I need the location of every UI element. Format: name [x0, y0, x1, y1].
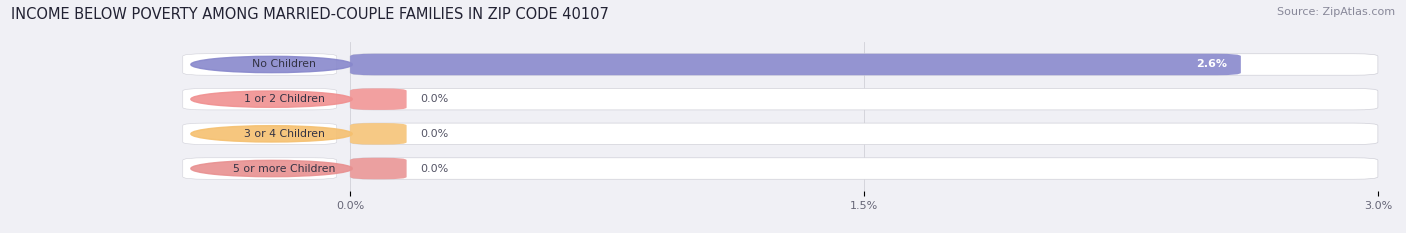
FancyBboxPatch shape — [350, 158, 406, 179]
Text: 2.6%: 2.6% — [1197, 59, 1227, 69]
Text: INCOME BELOW POVERTY AMONG MARRIED-COUPLE FAMILIES IN ZIP CODE 40107: INCOME BELOW POVERTY AMONG MARRIED-COUPL… — [11, 7, 609, 22]
Text: 5 or more Children: 5 or more Children — [233, 164, 335, 174]
FancyBboxPatch shape — [350, 88, 406, 110]
Circle shape — [191, 160, 353, 177]
Text: 0.0%: 0.0% — [420, 129, 449, 139]
Text: 1 or 2 Children: 1 or 2 Children — [243, 94, 325, 104]
FancyBboxPatch shape — [350, 158, 1378, 179]
FancyBboxPatch shape — [350, 123, 1378, 145]
FancyBboxPatch shape — [183, 123, 336, 145]
FancyBboxPatch shape — [183, 54, 336, 75]
Circle shape — [191, 91, 353, 107]
FancyBboxPatch shape — [350, 54, 1378, 75]
FancyBboxPatch shape — [350, 88, 1378, 110]
Text: 3 or 4 Children: 3 or 4 Children — [243, 129, 325, 139]
FancyBboxPatch shape — [183, 88, 336, 110]
FancyBboxPatch shape — [350, 54, 1241, 75]
Text: 0.0%: 0.0% — [420, 94, 449, 104]
Text: 0.0%: 0.0% — [420, 164, 449, 174]
Text: No Children: No Children — [252, 59, 316, 69]
FancyBboxPatch shape — [350, 123, 406, 145]
Circle shape — [191, 56, 353, 73]
Text: Source: ZipAtlas.com: Source: ZipAtlas.com — [1277, 7, 1395, 17]
FancyBboxPatch shape — [183, 158, 336, 179]
Circle shape — [191, 126, 353, 142]
